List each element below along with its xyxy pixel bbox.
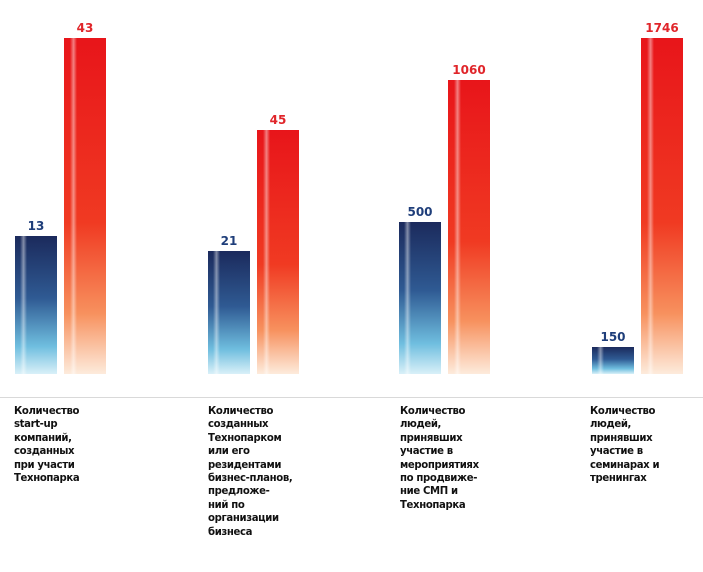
value-label-red-3: 1060 [452,63,485,77]
bar-highlight-red-4 [647,38,654,374]
bar-highlight-blue-2 [213,251,220,374]
value-label-red-2: 45 [270,113,287,127]
bar-highlight-blue-4 [597,347,604,374]
bar-highlight-blue-3 [404,222,411,374]
value-label-blue-4: 150 [600,330,625,344]
bar-highlight-red-1 [70,38,77,374]
chart-baseline [0,397,703,398]
value-label-blue-1: 13 [28,219,45,233]
value-label-red-1: 43 [77,21,94,35]
bar-highlight-blue-1 [20,236,27,374]
bar-chart: 13 43 21 45 500 1060 150 1746 [15,21,683,374]
bar-highlight-red-3 [454,80,461,374]
category-label-events: Количество людей, принявших участие в ме… [400,404,479,511]
value-label-red-4: 1746 [645,21,678,35]
bar-highlight-red-2 [263,130,270,374]
value-label-blue-2: 21 [221,234,238,248]
category-label-business-plans: Количество созданных Технопарком или его… [208,404,293,538]
value-label-blue-3: 500 [407,205,432,219]
category-label-seminars: Количество людей, принявших участие в се… [590,404,660,485]
category-label-startups: Количество start-up компаний, созданных … [14,404,80,485]
